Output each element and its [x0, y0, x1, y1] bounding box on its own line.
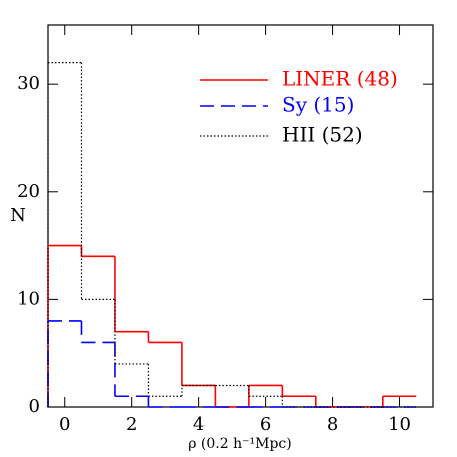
legend-label: LINER (48) — [282, 67, 398, 91]
x-axis-label: ρ (0.2 h⁻¹Mpc) — [188, 436, 291, 452]
y-tick-label: 0 — [29, 396, 40, 417]
y-tick-label: 30 — [17, 73, 40, 94]
y-axis-label: N — [10, 205, 26, 226]
y-tick-label: 10 — [17, 288, 40, 309]
x-tick-label: 2 — [126, 414, 137, 435]
x-tick-label: 4 — [193, 414, 204, 435]
x-tick-label: 10 — [388, 414, 411, 435]
legend-label: HII (52) — [282, 123, 363, 147]
y-tick-label: 20 — [17, 181, 40, 202]
legend-label: Sy (15) — [282, 93, 354, 117]
x-tick-label: 0 — [59, 414, 70, 435]
x-tick-label: 8 — [327, 414, 338, 435]
x-tick-label: 6 — [260, 414, 271, 435]
